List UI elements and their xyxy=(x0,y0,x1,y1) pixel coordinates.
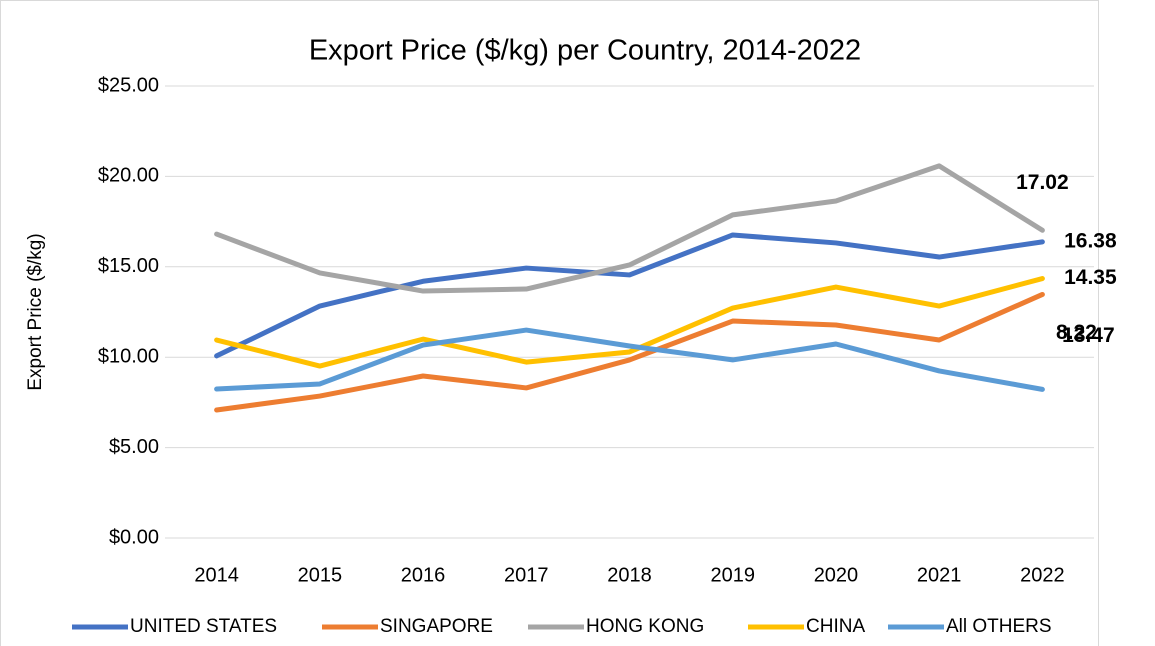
y-tick-label: $20.00 xyxy=(98,165,159,187)
chart-border xyxy=(0,0,1099,646)
x-tick-label: 2014 xyxy=(194,564,239,586)
y-tick-label: $0.00 xyxy=(109,526,159,548)
x-tick-label: 2022 xyxy=(1020,564,1065,586)
legend-label: SINGAPORE xyxy=(380,616,493,637)
data-label: 16.38 xyxy=(1064,229,1117,252)
series-line xyxy=(214,276,1045,369)
legend-label: HONG KONG xyxy=(586,616,704,637)
y-tick-label: $15.00 xyxy=(98,255,159,277)
y-tick-label: $25.00 xyxy=(98,74,159,96)
y-tick-label: $5.00 xyxy=(109,436,159,458)
series-line xyxy=(214,291,1045,413)
x-tick-label: 2017 xyxy=(504,564,549,586)
legend-label: CHINA xyxy=(806,616,865,637)
y-tick-label: $10.00 xyxy=(98,345,159,367)
x-tick-label: 2015 xyxy=(298,564,343,586)
legend-label: UNITED STATES xyxy=(130,616,277,637)
series-line xyxy=(214,327,1045,392)
x-tick-label: 2020 xyxy=(814,564,859,586)
data-label: 14.35 xyxy=(1064,266,1117,289)
data-label: 8.22 xyxy=(1056,321,1097,344)
data-label: 17.02 xyxy=(1016,171,1069,194)
legend-label: All OTHERS xyxy=(946,616,1052,637)
series-line xyxy=(214,163,1045,294)
series-line xyxy=(214,232,1045,359)
chart-title: Export Price ($/kg) per Country, 2014-20… xyxy=(309,35,861,67)
x-tick-label: 2019 xyxy=(710,564,755,586)
data-label: 13.47 xyxy=(1062,324,1115,347)
y-axis-label: Export Price ($/kg) xyxy=(25,233,46,390)
x-tick-label: 2016 xyxy=(401,564,446,586)
x-tick-label: 2021 xyxy=(917,564,962,586)
x-tick-label: 2018 xyxy=(607,564,652,586)
